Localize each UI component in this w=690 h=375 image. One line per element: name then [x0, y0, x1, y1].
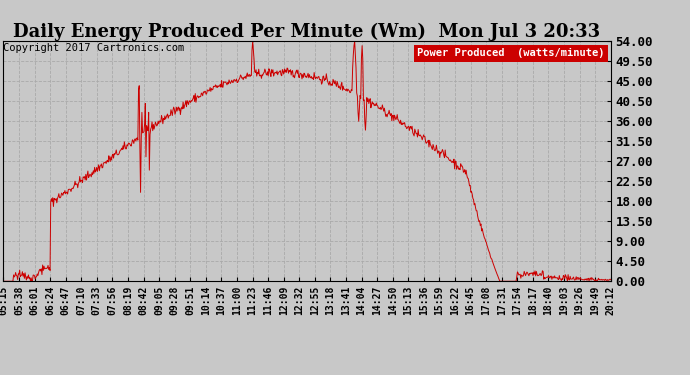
Title: Daily Energy Produced Per Minute (Wm)  Mon Jul 3 20:33: Daily Energy Produced Per Minute (Wm) Mo… [14, 23, 600, 41]
Text: Copyright 2017 Cartronics.com: Copyright 2017 Cartronics.com [3, 43, 185, 52]
Text: Power Produced  (watts/minute): Power Produced (watts/minute) [417, 48, 604, 58]
